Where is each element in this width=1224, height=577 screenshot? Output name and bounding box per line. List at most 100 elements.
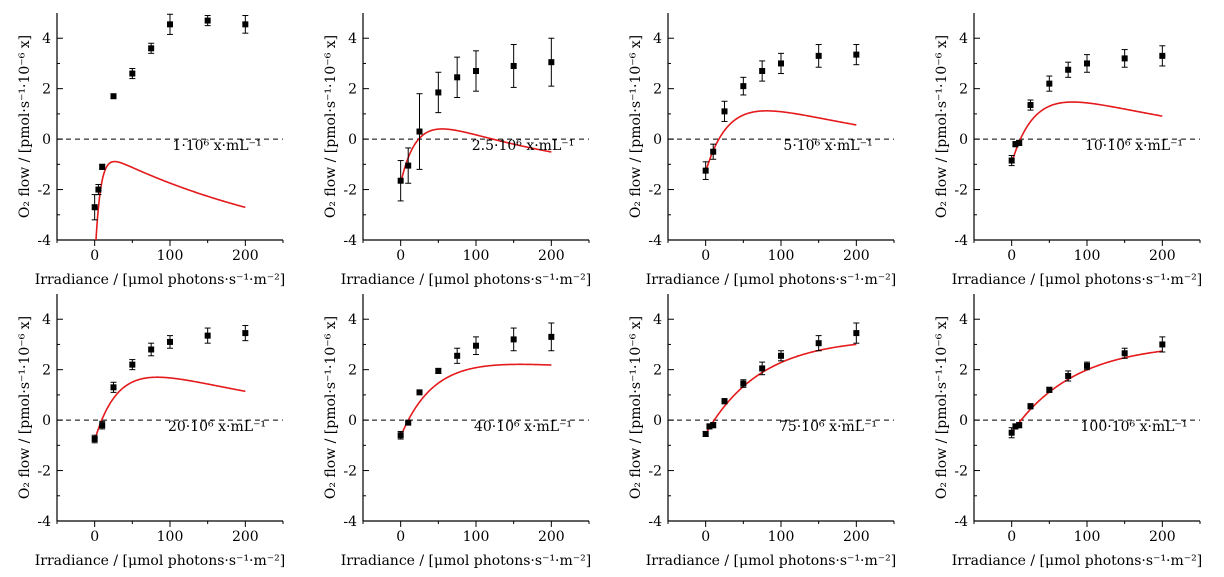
x-tick-label: 100 bbox=[463, 529, 490, 545]
data-point bbox=[242, 330, 249, 337]
data-point bbox=[129, 70, 136, 77]
data-point bbox=[416, 128, 423, 135]
x-axis-label: Irradiance / [μmol photons·s⁻¹·m⁻²] bbox=[341, 553, 592, 569]
fit-curve bbox=[704, 343, 857, 435]
chart-panel-3: -4 -2 0 2 4 0 100 200 5·10⁶ x·mL⁻¹ Irradiance / [… bbox=[628, 13, 896, 288]
y-tick-label: 4 bbox=[42, 31, 51, 47]
y-axis-label: O₂ flow / [pmol·s⁻¹·10⁻⁶ x] bbox=[934, 35, 950, 218]
data-point bbox=[405, 162, 412, 169]
chart-panel-7: -4 -2 0 2 4 0 100 200 75·10⁶ x·mL⁻¹ Irradiance / … bbox=[628, 294, 896, 569]
concentration-label: 2.5·10⁶ x·mL⁻¹ bbox=[472, 138, 575, 154]
y-tick-label: -2 bbox=[343, 464, 357, 480]
y-axis-label: O₂ flow / [pmol·s⁻¹·10⁻⁶ x] bbox=[628, 35, 644, 218]
data-point bbox=[1046, 80, 1053, 87]
data-point bbox=[1027, 403, 1034, 410]
y-tick-label: 2 bbox=[42, 82, 51, 98]
data-point bbox=[1046, 386, 1053, 393]
data-point bbox=[721, 398, 728, 405]
data-point bbox=[853, 330, 860, 337]
y-tick-label: 2 bbox=[653, 82, 662, 98]
x-tick-label: 200 bbox=[843, 529, 870, 545]
data-point bbox=[1016, 422, 1023, 429]
y-tick-label: -4 bbox=[37, 233, 51, 249]
x-axis-label: Irradiance / [μmol photons·s⁻¹·m⁻²] bbox=[952, 272, 1203, 288]
y-tick-label: 0 bbox=[653, 413, 662, 429]
data-point bbox=[454, 352, 461, 359]
data-point bbox=[1012, 141, 1019, 148]
data-point bbox=[167, 21, 173, 28]
data-point bbox=[1159, 341, 1166, 348]
x-axis-label: Irradiance / [μmol photons·s⁻¹·m⁻²] bbox=[35, 272, 286, 288]
data-point bbox=[1008, 157, 1015, 164]
data-point bbox=[435, 367, 442, 374]
y-tick-label: 0 bbox=[959, 413, 968, 429]
fit-curve bbox=[399, 128, 552, 184]
data-point bbox=[99, 163, 106, 170]
y-tick-label: 0 bbox=[653, 132, 662, 148]
data-point bbox=[1084, 60, 1090, 67]
data-point bbox=[548, 59, 555, 66]
data-point bbox=[721, 108, 728, 115]
data-point bbox=[473, 342, 479, 349]
data-point bbox=[740, 83, 747, 90]
x-tick-label: 0 bbox=[396, 529, 405, 545]
x-tick-label: 200 bbox=[538, 248, 565, 264]
fit-curve bbox=[704, 110, 857, 173]
data-point bbox=[91, 204, 98, 211]
data-point bbox=[1065, 66, 1072, 73]
y-axis-label: O₂ flow / [pmol·s⁻¹·10⁻⁶ x] bbox=[17, 35, 33, 218]
chart-panel-4: -4 -2 0 2 4 0 100 200 10·10⁶ x·mL⁻¹ Irradiance / … bbox=[934, 13, 1202, 288]
y-tick-label: -4 bbox=[37, 514, 51, 530]
concentration-label: 40·10⁶ x·mL⁻¹ bbox=[474, 419, 572, 435]
chart-panel-5: -4 -2 0 2 4 0 100 200 20·10⁶ x·mL⁻¹ Irradiance / … bbox=[17, 294, 285, 569]
x-axis-label: Irradiance / [μmol photons·s⁻¹·m⁻²] bbox=[341, 272, 592, 288]
data-point bbox=[167, 338, 173, 345]
x-tick-label: 100 bbox=[157, 248, 184, 264]
data-point bbox=[740, 380, 747, 387]
data-point bbox=[815, 52, 822, 59]
fit-curve bbox=[93, 376, 246, 441]
data-point bbox=[473, 68, 479, 75]
y-tick-label: 0 bbox=[348, 132, 357, 148]
data-point bbox=[242, 21, 249, 28]
fit-curve bbox=[399, 363, 552, 437]
x-tick-label: 200 bbox=[1149, 248, 1176, 264]
y-tick-label: 2 bbox=[959, 363, 968, 379]
data-point bbox=[416, 389, 423, 396]
y-tick-label: 2 bbox=[959, 82, 968, 98]
data-point bbox=[510, 336, 517, 343]
data-point bbox=[405, 419, 412, 426]
x-tick-label: 0 bbox=[1007, 248, 1016, 264]
data-point bbox=[148, 346, 155, 353]
y-tick-label: 2 bbox=[42, 363, 51, 379]
y-axis-label: O₂ flow / [pmol·s⁻¹·10⁻⁶ x] bbox=[934, 316, 950, 499]
x-tick-label: 200 bbox=[1149, 529, 1176, 545]
data-point bbox=[1008, 429, 1015, 436]
x-tick-label: 200 bbox=[843, 248, 870, 264]
concentration-label: 5·10⁶ x·mL⁻¹ bbox=[783, 138, 872, 154]
chart-panel-8: -4 -2 0 2 4 0 100 200 100·10⁶ x·mL⁻¹ Irradiance /… bbox=[934, 294, 1202, 569]
y-tick-label: 0 bbox=[959, 132, 968, 148]
y-tick-label: 0 bbox=[348, 413, 357, 429]
data-point bbox=[710, 148, 717, 155]
data-point bbox=[95, 186, 102, 193]
y-tick-label: -4 bbox=[954, 514, 968, 530]
data-point bbox=[397, 432, 404, 439]
y-axis-label: O₂ flow / [pmol·s⁻¹·10⁻⁶ x] bbox=[323, 35, 339, 218]
y-axis-label: O₂ flow / [pmol·s⁻¹·10⁻⁶ x] bbox=[17, 316, 33, 499]
data-point bbox=[1121, 350, 1128, 357]
x-tick-label: 0 bbox=[701, 248, 710, 264]
y-tick-label: 4 bbox=[959, 312, 968, 328]
y-tick-label: 4 bbox=[959, 31, 968, 47]
x-tick-label: 200 bbox=[232, 248, 259, 264]
data-point bbox=[1027, 102, 1034, 109]
data-point bbox=[1012, 423, 1019, 430]
y-tick-label: -2 bbox=[37, 183, 51, 199]
y-tick-label: 2 bbox=[348, 82, 357, 98]
y-tick-label: -4 bbox=[954, 233, 968, 249]
data-point bbox=[1159, 52, 1166, 59]
x-tick-label: 100 bbox=[768, 248, 795, 264]
x-axis-label: Irradiance / [μmol photons·s⁻¹·m⁻²] bbox=[952, 553, 1203, 569]
y-tick-label: 4 bbox=[348, 31, 357, 47]
data-point bbox=[1084, 362, 1090, 369]
